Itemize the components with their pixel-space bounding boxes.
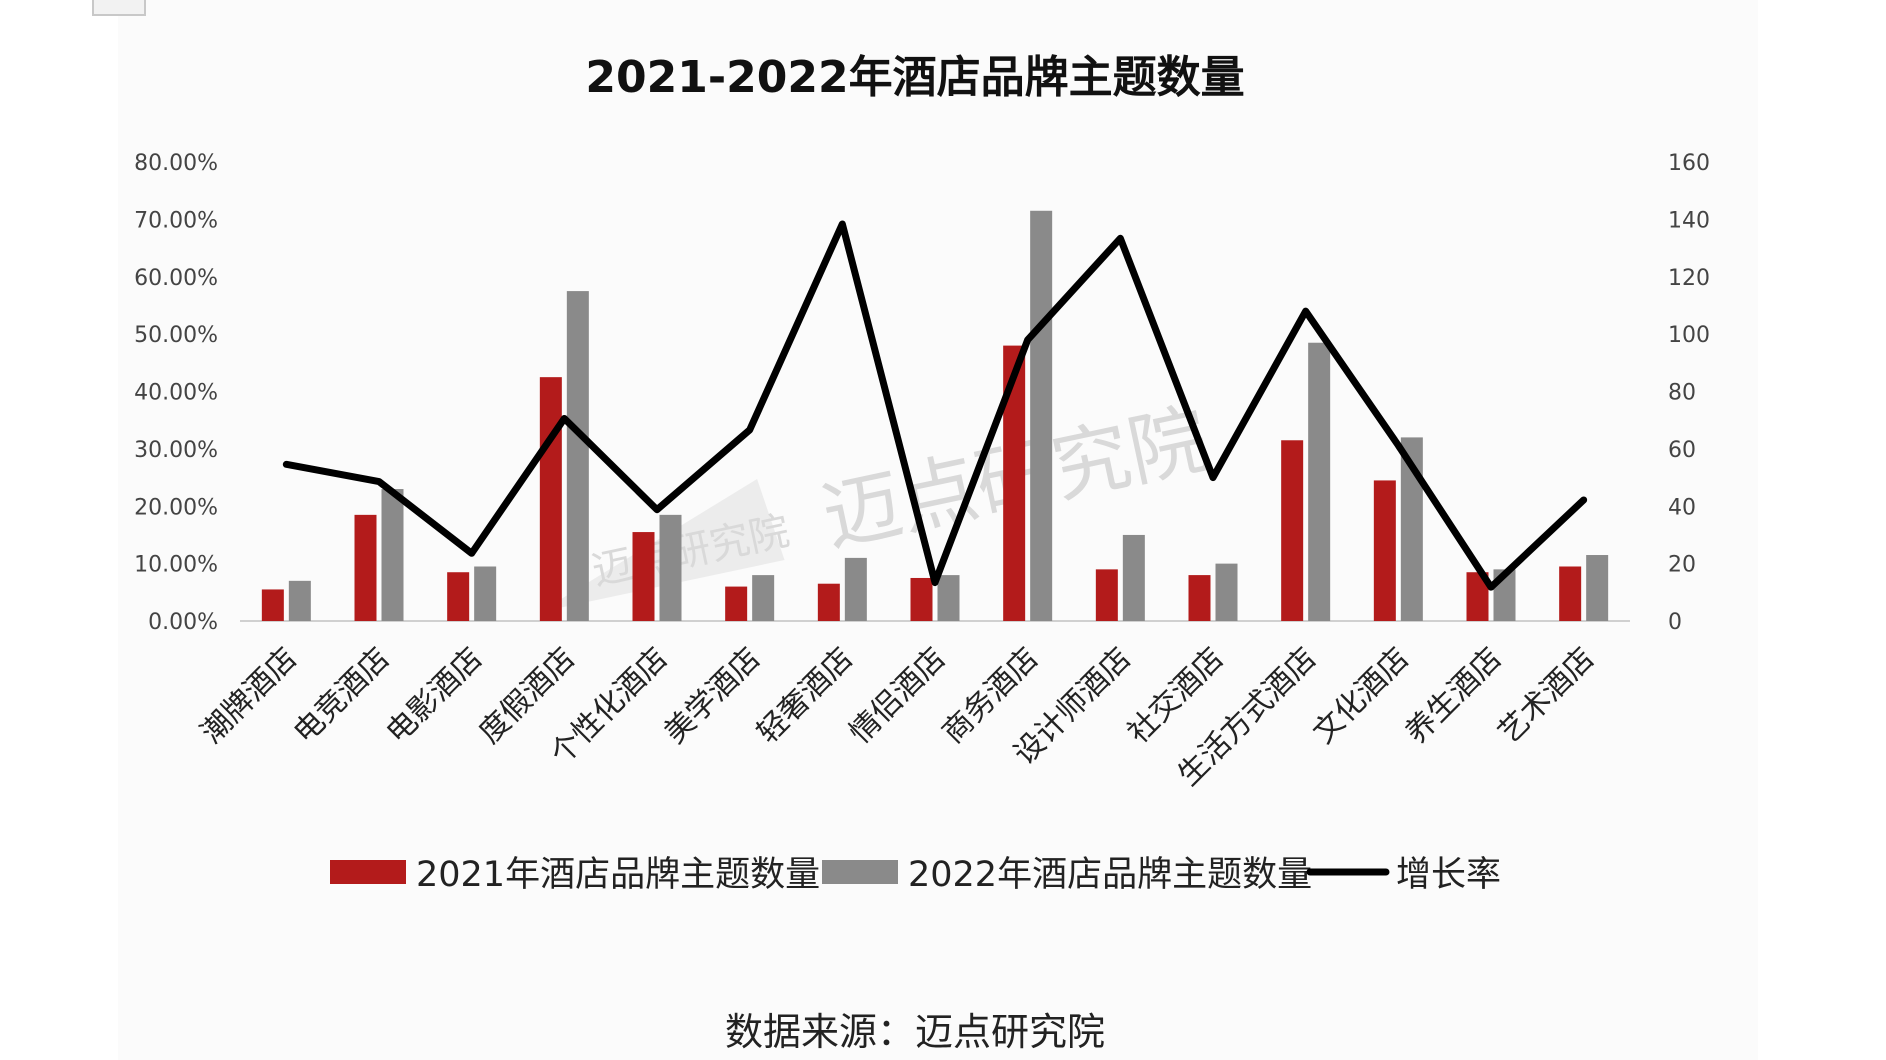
bar-2021 bbox=[539, 377, 562, 621]
left-axis-tick-label: 70.00% bbox=[134, 208, 218, 233]
bar-2022 bbox=[844, 557, 867, 621]
bar-2021 bbox=[725, 586, 748, 621]
left-axis: 0.00% 10.00% 20.00% 30.00% 40.00% 50.00% 60.00… bbox=[134, 151, 218, 635]
growth-rate-point bbox=[1397, 444, 1400, 447]
growth-rate-point bbox=[1582, 498, 1585, 501]
bar-2022 bbox=[474, 566, 497, 621]
growth-rate-point bbox=[934, 581, 936, 584]
growth-line-group bbox=[282, 220, 1588, 591]
bar-2021 bbox=[1559, 566, 1582, 621]
category-label: 美学酒店 bbox=[658, 641, 768, 751]
right-axis: 0 20 40 60 80 100 120 140 160 bbox=[1668, 151, 1710, 635]
left-axis-tick-label: 30.00% bbox=[134, 438, 218, 463]
bar-2022 bbox=[566, 291, 589, 621]
growth-rate-point bbox=[1490, 586, 1492, 589]
right-axis-tick-label: 60 bbox=[1668, 438, 1696, 463]
right-axis-tick-label: 160 bbox=[1668, 151, 1710, 176]
right-axis-tick-label: 0 bbox=[1668, 610, 1682, 635]
bar-2021 bbox=[817, 583, 840, 621]
legend-swatch-2 bbox=[822, 860, 898, 884]
category-label: 情侣酒店 bbox=[843, 641, 953, 751]
category-label: 轻奢酒店 bbox=[750, 641, 860, 751]
right-axis-tick-label: 100 bbox=[1668, 323, 1710, 348]
source-note: 数据来源：迈点研究院 bbox=[725, 1010, 1105, 1054]
category-labels: 潮牌酒店电竞酒店电影酒店度假酒店个性化酒店美学酒店轻奢酒店情侣酒店商务酒店设计师… bbox=[194, 641, 1601, 793]
left-axis-tick-label: 60.00% bbox=[134, 266, 218, 291]
bar-2021 bbox=[1373, 480, 1396, 621]
left-axis-tick-label: 50.00% bbox=[134, 323, 218, 348]
bar-2022 bbox=[659, 514, 682, 621]
bar-2021 bbox=[1188, 575, 1211, 621]
category-label: 电影酒店 bbox=[380, 641, 490, 751]
bars-group bbox=[261, 210, 1609, 622]
left-axis-tick-label: 10.00% bbox=[134, 553, 218, 578]
bar-2022 bbox=[1308, 342, 1331, 621]
bar-2021 bbox=[261, 589, 284, 621]
bar-2021 bbox=[447, 572, 470, 621]
bar-2022 bbox=[381, 489, 404, 621]
right-axis-tick-label: 120 bbox=[1668, 266, 1710, 291]
left-axis-tick-label: 0.00% bbox=[148, 610, 218, 635]
right-axis-tick-label: 40 bbox=[1668, 495, 1696, 520]
growth-rate-point bbox=[1212, 476, 1214, 479]
bar-2021 bbox=[1095, 569, 1118, 621]
legend-label-3: 增长率 bbox=[1396, 855, 1501, 895]
growth-rate-point bbox=[1304, 310, 1307, 313]
category-label: 文化酒店 bbox=[1306, 641, 1416, 751]
left-axis-tick-label: 40.00% bbox=[134, 381, 218, 406]
bar-2022 bbox=[1030, 210, 1053, 622]
bar-2022 bbox=[937, 575, 960, 621]
bar-2021 bbox=[1281, 440, 1304, 621]
legend-label-1: 2021年酒店品牌主题数量 bbox=[416, 855, 820, 895]
right-axis-tick-label: 20 bbox=[1668, 553, 1696, 578]
bar-2022 bbox=[1586, 555, 1609, 621]
growth-rate-point bbox=[1026, 338, 1029, 341]
right-axis-tick-label: 80 bbox=[1668, 381, 1696, 406]
growth-rate-point bbox=[470, 552, 473, 555]
bar-2022 bbox=[752, 575, 775, 621]
category-label: 艺术酒店 bbox=[1492, 641, 1602, 751]
legend-label-2: 2022年酒店品牌主题数量 bbox=[908, 855, 1312, 895]
left-axis-tick-label: 20.00% bbox=[134, 495, 218, 520]
left-axis-tick-label: 80.00% bbox=[134, 151, 218, 176]
bar-2021 bbox=[1003, 345, 1026, 621]
bar-2022 bbox=[288, 580, 311, 621]
growth-rate-point bbox=[285, 463, 288, 466]
image-corner-icon bbox=[92, 0, 146, 16]
category-label: 电竞酒店 bbox=[287, 641, 397, 751]
legend: 2021年酒店品牌主题数量 2022年酒店品牌主题数量 增长率 bbox=[330, 855, 1501, 895]
bar-2021 bbox=[1466, 572, 1489, 621]
category-label: 潮牌酒店 bbox=[194, 641, 304, 751]
bar-2021 bbox=[910, 577, 933, 621]
growth-rate-point bbox=[841, 222, 844, 225]
growth-rate-point bbox=[378, 480, 380, 483]
bar-2022 bbox=[1215, 563, 1238, 621]
growth-rate-point bbox=[1119, 237, 1122, 240]
bar-2021 bbox=[632, 532, 655, 621]
category-label: 养生酒店 bbox=[1399, 641, 1509, 751]
growth-rate-point bbox=[563, 417, 566, 420]
legend-swatch-1 bbox=[330, 860, 406, 884]
growth-rate-point bbox=[656, 508, 658, 511]
bar-2022 bbox=[1122, 534, 1145, 621]
bar-2022 bbox=[1400, 437, 1423, 621]
right-axis-tick-label: 140 bbox=[1668, 208, 1710, 233]
chart-title: 2021-2022年酒店品牌主题数量 bbox=[585, 52, 1244, 103]
bar-2021 bbox=[354, 514, 377, 621]
growth-rate-point bbox=[748, 428, 751, 431]
